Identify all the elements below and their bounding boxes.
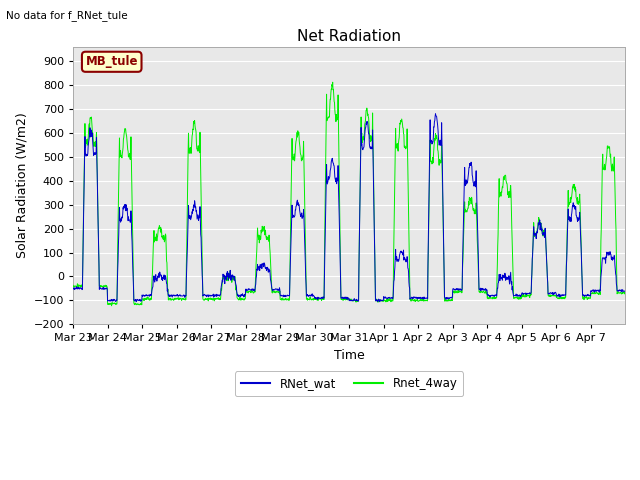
RNet_wat: [621, 288, 629, 294]
Text: No data for f_RNet_tule: No data for f_RNet_tule: [6, 10, 128, 21]
Rnet_4way: [108, 303, 115, 309]
RNet_wat: [614, 288, 622, 294]
RNet_wat: [69, 285, 77, 291]
Rnet_4way: [324, 115, 332, 120]
Title: Net Radiation: Net Radiation: [297, 29, 401, 44]
Legend: RNet_wat, Rnet_4way: RNet_wat, Rnet_4way: [235, 371, 463, 396]
Rnet_4way: [480, 288, 488, 294]
RNet_wat: [335, 183, 342, 189]
Y-axis label: Solar Radiation (W/m2): Solar Radiation (W/m2): [15, 113, 28, 258]
Rnet_4way: [621, 291, 629, 297]
Rnet_4way: [329, 79, 337, 85]
Rnet_4way: [614, 290, 622, 296]
RNet_wat: [324, 178, 332, 184]
X-axis label: Time: Time: [333, 349, 364, 362]
Rnet_4way: [156, 226, 164, 231]
Line: Rnet_4way: Rnet_4way: [73, 82, 625, 306]
Rnet_4way: [561, 296, 568, 301]
Text: MB_tule: MB_tule: [86, 55, 138, 68]
RNet_wat: [480, 287, 488, 292]
RNet_wat: [431, 111, 439, 117]
Line: RNet_wat: RNet_wat: [73, 114, 625, 302]
RNet_wat: [376, 299, 383, 305]
RNet_wat: [561, 292, 568, 298]
RNet_wat: [156, 275, 163, 280]
Rnet_4way: [69, 282, 77, 288]
Rnet_4way: [335, 169, 343, 175]
